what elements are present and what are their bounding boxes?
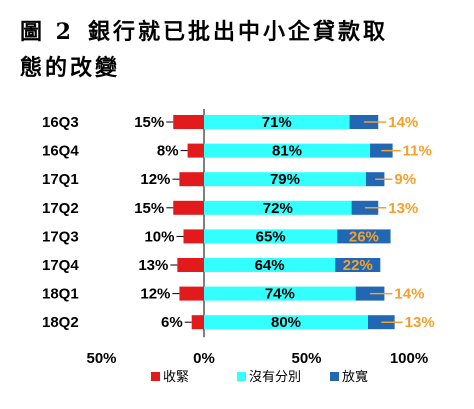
bar-tighten <box>179 286 204 301</box>
data-label-loosen: 26% <box>349 228 379 245</box>
bar-loosen <box>335 258 381 272</box>
data-label-tighten: 15% <box>134 200 164 217</box>
x-tick-label: 100% <box>390 350 428 367</box>
x-tick-label: 0% <box>193 350 215 367</box>
bar-tighten <box>191 315 204 330</box>
data-label-loosen: 14% <box>388 114 418 131</box>
bar-tighten <box>173 200 204 215</box>
category-label: 17Q4 <box>42 257 79 274</box>
data-label-loosen: 9% <box>394 171 416 188</box>
data-label-unchanged: 71% <box>262 114 292 131</box>
data-label-tighten: 10% <box>144 228 174 245</box>
legend-swatch <box>237 372 246 381</box>
bar-unchanged <box>204 115 350 129</box>
bar-tighten <box>187 143 204 158</box>
category-label: 17Q2 <box>42 200 79 217</box>
legend-label: 放寬 <box>342 369 368 385</box>
data-label-unchanged: 64% <box>255 257 285 274</box>
data-label-unchanged: 72% <box>263 200 293 217</box>
data-label-unchanged: 81% <box>272 143 302 160</box>
data-label-loosen: 13% <box>388 200 418 217</box>
data-label-loosen: 13% <box>405 314 435 331</box>
bar-tighten <box>183 229 204 244</box>
bar-unchanged <box>204 200 352 215</box>
title-line-2: 態的改變 <box>20 55 121 81</box>
data-label-unchanged: 80% <box>271 314 301 331</box>
figure-label: 圖 2 <box>20 19 74 45</box>
x-tick-label: 50% <box>291 350 321 367</box>
bar-loosen <box>370 143 393 158</box>
data-label-loosen: 22% <box>343 257 373 274</box>
category-label: 16Q4 <box>42 143 79 160</box>
chart-title: 圖 2 銀行就已批出中小企貸款取 態的改變 <box>20 14 460 86</box>
legend-label: 收緊 <box>163 370 189 385</box>
bar-unchanged <box>204 258 336 272</box>
bar-unchanged <box>204 315 368 330</box>
data-label-unchanged: 79% <box>270 171 300 188</box>
title-line-1: 圖 2 銀行就已批出中小企貸款取 <box>20 14 460 50</box>
category-label: 16Q3 <box>42 114 79 131</box>
data-label-unchanged: 74% <box>265 286 295 303</box>
category-label: 17Q3 <box>42 228 79 245</box>
bar-tighten <box>179 172 204 187</box>
title-text-1: 銀行就已批出中小企貸款取 <box>87 19 388 45</box>
category-label: 18Q1 <box>42 286 79 303</box>
x-tick-label: 50% <box>86 350 116 367</box>
legend-swatch <box>151 372 160 381</box>
bar-unchanged <box>204 286 356 301</box>
legend-swatch <box>330 372 339 381</box>
data-label-tighten: 15% <box>134 114 164 131</box>
category-label: 18Q2 <box>42 314 79 331</box>
data-label-tighten: 12% <box>140 171 170 188</box>
bar-tighten <box>177 258 204 272</box>
bar-unchanged <box>204 143 371 158</box>
bar-unchanged <box>204 172 366 187</box>
data-label-loosen: 14% <box>394 286 424 303</box>
data-label-tighten: 12% <box>140 286 170 303</box>
bar-tighten <box>173 115 204 129</box>
data-label-tighten: 13% <box>138 257 168 274</box>
data-label-unchanged: 65% <box>256 228 286 245</box>
data-label-tighten: 6% <box>161 314 183 331</box>
category-label: 17Q1 <box>42 171 79 188</box>
legend-label: 沒有分別 <box>249 370 301 385</box>
data-label-loosen: 11% <box>403 143 432 160</box>
bar-loosen <box>337 229 391 244</box>
bar-unchanged <box>204 229 338 244</box>
data-label-tighten: 8% <box>157 143 179 160</box>
